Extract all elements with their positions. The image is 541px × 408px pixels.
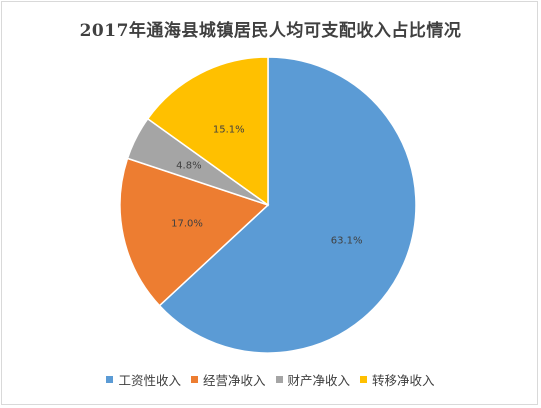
legend-label: 转移净收入 [372,373,435,388]
pie-slice-1 [158,56,417,354]
data-label-4: 15.1% [213,125,245,136]
data-label-1: 63.1% [331,235,363,246]
legend-item-4: 转移净收入 [360,370,435,389]
data-label-3: 4.8% [176,161,201,172]
legend-swatch [106,376,114,383]
legend-item-1: 工资性收入 [106,370,181,389]
chart-legend: 工资性收入 经营净收入 财产净收入 转移净收入 [0,370,541,389]
legend-item-3: 财产净收入 [275,370,351,389]
pie-slice-2 [119,157,270,307]
data-label-2: 17.0% [171,219,203,230]
legend-label: 经营净收入 [202,373,266,388]
legend-swatch [190,376,198,383]
legend-item-2: 经营净收入 [190,370,266,389]
legend-label: 工资性收入 [118,373,181,388]
legend-swatch [360,376,368,383]
chart-title: 2017年通海县城镇居民人均可支配收入占比情况 [79,21,462,41]
pie-slice-4 [146,56,269,207]
legend-swatch [275,376,283,383]
legend-label: 财产净收入 [287,373,351,388]
